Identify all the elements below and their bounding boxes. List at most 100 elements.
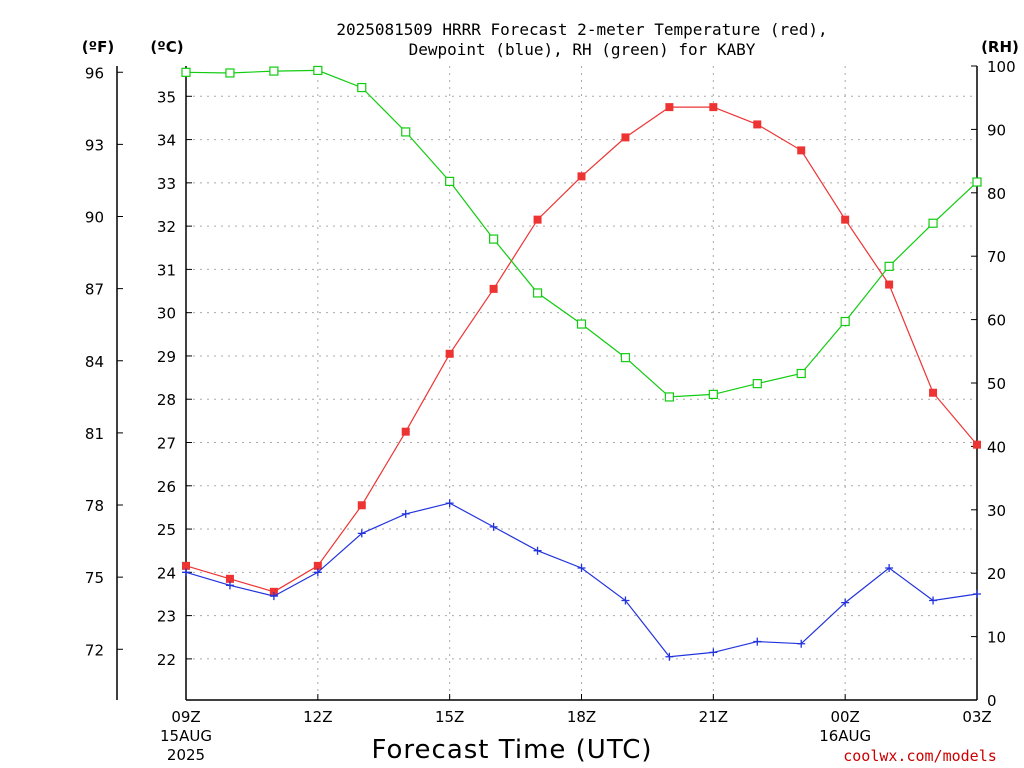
relative-humidity-point: [181, 67, 191, 77]
temperature-point: [489, 284, 498, 293]
chart-title-line1: 2025081509 HRRR Forecast 2-meter Tempera…: [336, 20, 827, 39]
rh-unit-label: (RH): [981, 38, 1019, 56]
temperature-point: [885, 280, 894, 289]
dewpoint-point: [225, 581, 234, 590]
relative-humidity-point: [796, 368, 806, 379]
x-date-label: 16AUG: [819, 727, 871, 745]
temperature-point: [621, 133, 630, 142]
temperature-point: [577, 172, 586, 181]
x-tick-label: 21Z: [699, 708, 728, 726]
fahrenheit-tick-label: 84: [85, 353, 104, 371]
relative-humidity-point: [225, 68, 235, 78]
dewpoint-point: [973, 589, 981, 598]
rh-tick-label: 90: [987, 121, 1006, 139]
dewpoint-point: [445, 499, 454, 508]
dewpoint-point: [753, 637, 762, 646]
celsius-tick-label: 23: [157, 608, 176, 626]
temperature-point: [182, 561, 190, 570]
dewpoint-point: [885, 564, 894, 573]
temperature-point: [753, 120, 762, 129]
x-axis-label: Forecast Time (UTC): [371, 735, 652, 765]
relative-humidity-point: [928, 218, 938, 228]
relative-humidity-point: [752, 379, 762, 389]
fahrenheit-tick-label: 81: [85, 425, 104, 443]
rh-tick-label: 0: [987, 692, 997, 710]
rh-tick-label: 60: [987, 312, 1006, 330]
temperature-point: [709, 103, 718, 112]
temperature-point: [269, 587, 278, 596]
temperature-point: [797, 146, 806, 155]
fahrenheit-tick-label: 90: [85, 209, 104, 227]
x-date-label: 15AUG: [160, 727, 212, 745]
dewpoint-point: [269, 592, 278, 601]
fahrenheit-tick-label: 96: [85, 64, 104, 82]
rh-tick-label: 70: [987, 248, 1006, 266]
dewpoint-point: [489, 522, 498, 531]
relative-humidity-point: [840, 316, 850, 327]
dewpoint-point: [929, 596, 938, 605]
x-year-label: 2025: [167, 746, 205, 764]
x-tick-label: 18Z: [567, 708, 596, 726]
dewpoint-point: [665, 652, 674, 661]
relative-humidity-point: [357, 82, 367, 93]
rh-tick-label: 40: [987, 438, 1006, 456]
celsius-tick-label: 27: [157, 435, 176, 453]
celsius-tick-label: 34: [157, 132, 176, 150]
fahrenheit-tick-label: 87: [85, 281, 104, 299]
x-tick-label: 03Z: [962, 708, 991, 726]
celsius-tick-label: 25: [157, 521, 176, 539]
fahrenheit-tick-label: 75: [85, 569, 104, 587]
relative-humidity-point: [313, 65, 323, 76]
celsius-tick-label: 31: [157, 261, 176, 279]
temperature-point: [357, 501, 366, 510]
dewpoint-point: [357, 529, 366, 538]
relative-humidity-point: [269, 66, 279, 76]
temperature-point: [533, 215, 542, 224]
relative-humidity-point: [445, 176, 455, 186]
rh-tick-label: 30: [987, 502, 1006, 520]
credit-label: coolwx.com/models: [843, 747, 997, 765]
rh-tick-label: 10: [987, 629, 1006, 647]
celsius-tick-label: 30: [157, 305, 176, 323]
temperature-point: [929, 388, 938, 397]
temperature-point: [841, 215, 850, 224]
fahrenheit-tick-label: 72: [85, 641, 104, 659]
temperature-point: [665, 103, 674, 112]
relative-humidity-point: [664, 392, 674, 402]
fahrenheit-tick-label: 78: [85, 497, 104, 515]
celsius-tick-label: 26: [157, 478, 176, 496]
dewpoint-point: [621, 596, 630, 605]
data-series: [181, 65, 982, 661]
temperature-point: [973, 440, 981, 449]
rh-tick-label: 100: [987, 58, 1016, 76]
dewpoint-point: [182, 568, 190, 577]
relative-humidity-point: [532, 288, 543, 298]
rh-tick-label: 50: [987, 375, 1006, 393]
axes: [116, 66, 978, 701]
x-tick-label: 09Z: [171, 708, 200, 726]
dewpoint-point: [797, 639, 806, 648]
dewpoint-point: [577, 564, 586, 573]
celsius-tick-label: 24: [157, 564, 176, 582]
dewpoint-point: [533, 546, 542, 555]
celsius-unit-label: (ºC): [150, 38, 183, 56]
temperature-point: [313, 561, 322, 570]
axis-ticks: 22 23 24 25 26 27 28 29 30 31 32 33 34 35 72 75 78 81 84 87…: [85, 58, 1016, 764]
celsius-tick-label: 35: [157, 88, 176, 106]
celsius-tick-label: 29: [157, 348, 176, 366]
relative-humidity-point: [708, 389, 718, 400]
relative-humidity-point: [620, 353, 631, 363]
celsius-tick-label: 33: [157, 175, 176, 193]
dewpoint-point: [841, 598, 850, 607]
temperature-point: [225, 574, 234, 583]
grid-lines: [186, 66, 977, 700]
fahrenheit-unit-label: (ºF): [82, 38, 114, 56]
celsius-tick-label: 28: [157, 391, 176, 409]
x-tick-label: 12Z: [303, 708, 332, 726]
fahrenheit-tick-label: 93: [85, 136, 104, 154]
x-tick-label: 15Z: [435, 708, 464, 726]
dewpoint-point: [313, 568, 322, 577]
rh-tick-label: 20: [987, 565, 1006, 583]
relative-humidity-point: [401, 127, 411, 137]
